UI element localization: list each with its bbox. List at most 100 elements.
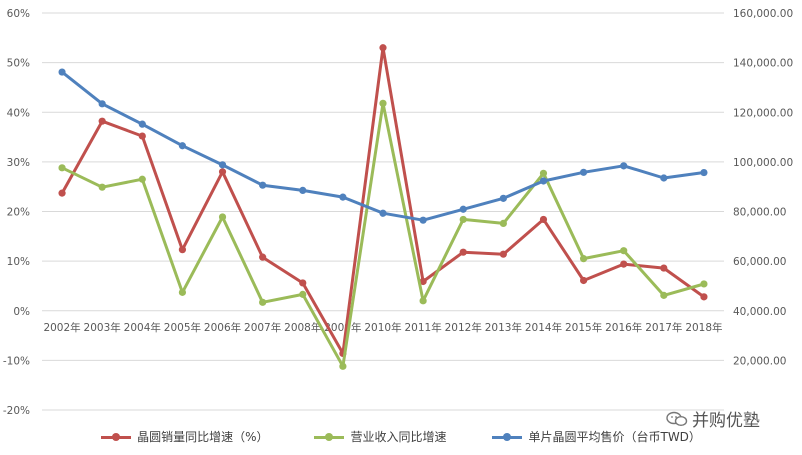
data-point	[339, 362, 347, 370]
data-point	[138, 120, 146, 128]
data-point	[138, 132, 146, 140]
legend: 晶圆销量同比增速（%） 营业收入同比增速 单片晶圆平均售价（台币TWD）	[0, 428, 802, 445]
left-tick-label: -20%	[3, 405, 30, 417]
left-tick-label: 10%	[7, 256, 30, 268]
legend-label-wafer-volume: 晶圆销量同比增速（%）	[137, 430, 269, 444]
data-point	[660, 264, 668, 272]
data-point	[138, 175, 146, 183]
x-tick-label: 2013年	[485, 321, 522, 334]
data-point	[98, 183, 106, 191]
data-point	[499, 250, 507, 258]
data-point	[58, 189, 66, 197]
data-point	[379, 44, 387, 52]
series-layer	[58, 44, 708, 370]
data-point	[419, 277, 427, 286]
x-tick-label: 2009年	[324, 321, 361, 334]
right-tick-label: 20,000.00	[733, 355, 786, 367]
left-tick-label: 50%	[7, 58, 30, 70]
wechat-icon	[666, 411, 688, 426]
data-point	[419, 216, 427, 224]
data-point	[299, 186, 307, 195]
data-point	[620, 247, 628, 255]
legend-item-asp: 单片晶圆平均售价（台币TWD）	[492, 428, 701, 445]
data-point	[660, 174, 668, 182]
x-tick-label: 2008年	[284, 321, 321, 334]
watermark: 并购优塾	[666, 406, 760, 431]
data-point	[299, 290, 307, 298]
legend-label-asp: 单片晶圆平均售价（台币TWD）	[528, 430, 701, 444]
data-point	[259, 253, 267, 261]
legend-swatch-asp	[492, 431, 523, 443]
data-point	[218, 213, 227, 221]
data-point	[700, 168, 708, 177]
data-point	[700, 280, 708, 288]
left-tick-label: 30%	[7, 157, 30, 169]
right-tick-label: 160,000.00	[733, 8, 793, 20]
data-point	[620, 260, 628, 268]
data-point	[459, 248, 467, 256]
series-1	[58, 99, 708, 370]
data-point	[459, 215, 467, 224]
data-point	[178, 246, 187, 254]
data-point	[259, 298, 267, 306]
legend-swatch-wafer-volume	[101, 431, 132, 443]
watermark-text: 并购优塾	[692, 411, 760, 431]
left-tick-label: -10%	[3, 355, 30, 367]
series-2	[58, 68, 708, 224]
data-point	[98, 117, 106, 125]
data-point	[539, 215, 548, 224]
legend-swatch-revenue	[314, 431, 345, 443]
right-tick-label: 140,000.00	[733, 58, 793, 70]
right-axis-ticks: 20,000.00 40,000.00 60,000.00 80,000.00 100,…	[733, 8, 793, 367]
data-point	[379, 99, 387, 107]
data-point	[579, 276, 588, 285]
legend-item-wafer-volume: 晶圆销量同比增速（%）	[101, 428, 268, 445]
data-point	[700, 293, 708, 301]
x-tick-label: 2006年	[204, 321, 241, 334]
right-tick-label: 100,000.00	[733, 157, 793, 169]
data-point	[339, 193, 347, 201]
left-axis-ticks: -20% -10% 0% 10% 20% 30% 40% 50% 60%	[3, 8, 30, 417]
series-line	[61, 70, 705, 222]
data-point	[259, 181, 267, 189]
series-line	[60, 46, 705, 355]
data-point	[620, 162, 628, 170]
x-tick-label: 2012年	[445, 321, 482, 334]
data-point	[98, 100, 106, 108]
data-point	[660, 291, 668, 299]
legend-label-revenue: 营业收入同比增速	[350, 430, 447, 444]
data-point	[459, 205, 467, 213]
right-tick-label: 40,000.00	[733, 306, 786, 318]
right-tick-label: 120,000.00	[733, 107, 793, 119]
data-point	[499, 219, 507, 228]
data-point	[218, 168, 227, 176]
x-tick-label: 2007年	[244, 321, 281, 334]
left-tick-label: 0%	[13, 306, 30, 318]
left-tick-label: 20%	[7, 207, 30, 219]
series-0	[58, 44, 708, 358]
x-tick-label: 2003年	[84, 321, 121, 334]
data-point	[178, 142, 187, 150]
line-chart: -20% -10% 0% 10% 20% 30% 40% 50% 60% 20,000.00 40…	[3, 8, 793, 417]
data-point	[58, 68, 66, 76]
x-tick-label: 2014年	[525, 321, 562, 334]
left-tick-label: 40%	[7, 107, 30, 119]
data-point	[178, 288, 187, 296]
data-point	[299, 279, 307, 287]
x-tick-label: 2002年	[43, 321, 80, 334]
legend-item-revenue: 营业收入同比增速	[314, 428, 446, 445]
right-tick-label: 60,000.00	[733, 256, 786, 268]
data-point	[379, 209, 387, 217]
x-axis-ticks: 2002年 2003年 2004年 2005年 2006年 2007年 2008年 2009年…	[43, 321, 722, 334]
x-tick-label: 2015年	[565, 321, 602, 334]
data-point	[419, 297, 427, 305]
data-point	[218, 161, 227, 169]
x-tick-label: 2018年	[685, 321, 722, 334]
data-point	[579, 255, 588, 263]
data-point	[58, 164, 66, 172]
x-tick-label: 2010年	[364, 321, 401, 334]
x-tick-label: 2005年	[164, 321, 201, 334]
x-tick-label: 2016年	[605, 321, 642, 334]
x-tick-label: 2011年	[405, 321, 442, 334]
right-tick-label: 80,000.00	[733, 207, 786, 219]
